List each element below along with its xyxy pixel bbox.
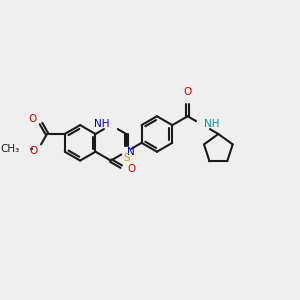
Text: S: S [123,153,130,164]
Text: O: O [184,87,192,97]
Text: N: N [127,147,135,157]
Text: O: O [127,164,136,175]
Text: CH₃: CH₃ [0,144,20,154]
Text: NH: NH [94,119,110,129]
Text: NH: NH [204,119,220,129]
Text: O: O [29,146,38,156]
Text: O: O [29,114,37,124]
